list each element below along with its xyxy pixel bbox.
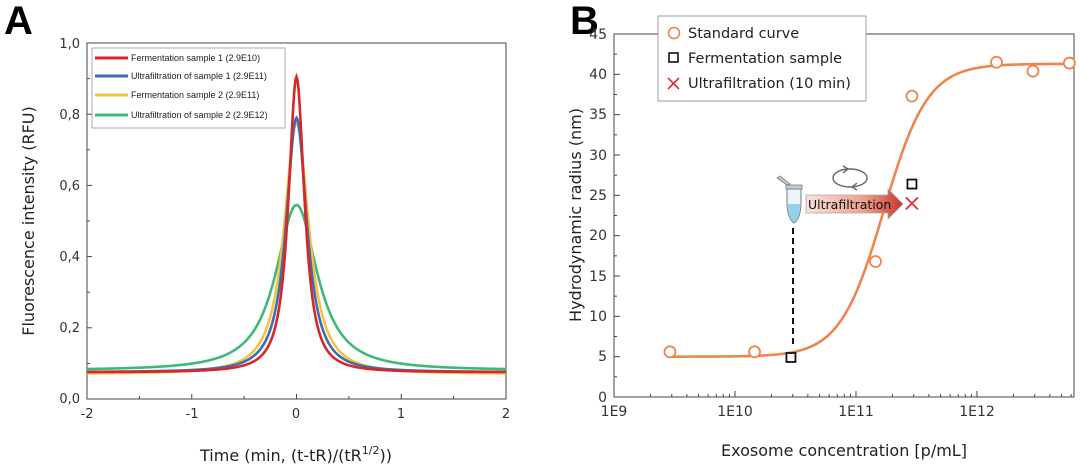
- standard-curve-point: [869, 255, 882, 268]
- standard-curve-point: [1026, 64, 1040, 78]
- fermentation-sample-point: [906, 178, 918, 190]
- series-line-3: [87, 121, 506, 375]
- panel-a-x-tick-labels: -2 -1 0 1 2: [81, 407, 511, 422]
- standard-curve-point: [1062, 56, 1076, 70]
- x-tick-label: 1E9: [601, 404, 628, 420]
- y-tick-label: 0: [598, 390, 607, 406]
- x-tick-label: 1: [397, 407, 405, 422]
- panel-b: B 1E9 1E10 1E11 1E12 0 5 10 15 20 25 30 …: [566, 0, 1076, 460]
- x-tick-label: 1E10: [717, 404, 753, 420]
- panel-a-x-axis-label: Time (min, (t-tR)/(tR1/2)): [199, 444, 392, 465]
- panel-b-y-axis-label: Hydrodynamic radius (nm): [566, 108, 585, 322]
- legend-entry: Ultrafiltration of sample 2 (2.9E12): [131, 110, 268, 120]
- ultrafiltration-point: [905, 196, 919, 211]
- panel-a-letter: A: [4, 0, 33, 43]
- series-line-1: [87, 72, 506, 374]
- legend-marker-x: [667, 77, 680, 90]
- series-line-2: [86, 115, 507, 374]
- series-line-4: [86, 203, 507, 371]
- y-tick-label: 40: [589, 67, 607, 83]
- panel-b-x-axis-label: Exosome concentration [p/mL]: [721, 441, 967, 460]
- standard-curve-point: [990, 55, 1003, 69]
- legend-marker-circle: [667, 26, 681, 40]
- y-tick-label: 25: [589, 188, 607, 204]
- panel-a: A -2 -1 0 1 2 0,0 0,2 0,4 0,6 0,8 1,0 Ti…: [4, 0, 510, 465]
- y-tick-label: 0,4: [59, 250, 80, 265]
- panel-b-ticks: [613, 33, 1072, 398]
- panel-b-x-tick-labels: 1E9 1E10 1E11 1E12: [601, 404, 995, 420]
- y-tick-label: 0,2: [59, 321, 80, 336]
- x-tick-label: -1: [186, 407, 199, 422]
- x-tick-label: 2: [502, 407, 510, 422]
- panel-b-letter: B: [570, 0, 599, 43]
- y-tick-label: 10: [589, 309, 607, 325]
- panel-b-y-tick-labels: 0 5 10 15 20 25 30 35 40 45: [589, 27, 607, 406]
- fermentation-sample-point: [785, 352, 797, 363]
- y-tick-label: 35: [589, 107, 607, 123]
- x-tick-label: -2: [81, 407, 94, 422]
- legend-entry: Ultrafiltration (10 min): [688, 76, 851, 92]
- standard-curve-point: [663, 345, 677, 359]
- legend-entry: Ultrafiltration of sample 1 (2.9E11): [131, 71, 267, 81]
- panel-a-ticks: [86, 42, 507, 400]
- y-tick-label: 30: [589, 148, 607, 164]
- y-tick-label: 15: [589, 269, 607, 285]
- y-tick-label: 20: [589, 228, 607, 244]
- standard-curve-point: [748, 345, 761, 359]
- legend-marker-square: [668, 52, 679, 63]
- x-tick-label: 1E12: [959, 404, 995, 420]
- legend-entry: Fermentation sample 1 (2.9E10): [131, 53, 260, 63]
- test-tube-icon: [776, 175, 803, 224]
- x-tick-label: 1E11: [838, 404, 874, 420]
- panel-a-y-axis-label: Fluorescence intensity (RFU): [19, 106, 38, 335]
- y-tick-label: 5: [598, 349, 607, 365]
- standard-curve-point: [905, 89, 919, 103]
- y-tick-label: 45: [589, 27, 607, 43]
- standard-curve-fit-line: [669, 62, 1070, 358]
- legend-entry: Fermentation sample 2 (2.9E11): [131, 90, 259, 100]
- cycle-arrows-icon: [832, 165, 868, 191]
- panel-a-legend: Fermentation sample 1 (2.9E10) Ultrafilt…: [91, 47, 286, 129]
- legend-box: [657, 15, 867, 102]
- x-tick-label: 0: [292, 407, 300, 422]
- y-tick-label: 0,6: [59, 179, 80, 194]
- ultrafiltration-arrow: Ultrafiltration: [805, 188, 904, 220]
- legend-entry: Fermentation sample: [688, 51, 842, 67]
- y-tick-label: 0,8: [59, 108, 80, 123]
- ultrafiltration-label: Ultrafiltration: [808, 197, 891, 212]
- panel-b-legend: Standard curve Fermentation sample Ultra…: [657, 15, 867, 102]
- legend-entry: Standard curve: [688, 26, 799, 42]
- panel-b-points: [663, 55, 1076, 363]
- y-tick-label: 0,0: [59, 392, 80, 407]
- panel-a-curves: [86, 72, 507, 375]
- y-tick-label: 1,0: [59, 37, 80, 52]
- panel-a-y-tick-labels: 0,0 0,2 0,4 0,6 0,8 1,0: [59, 37, 80, 407]
